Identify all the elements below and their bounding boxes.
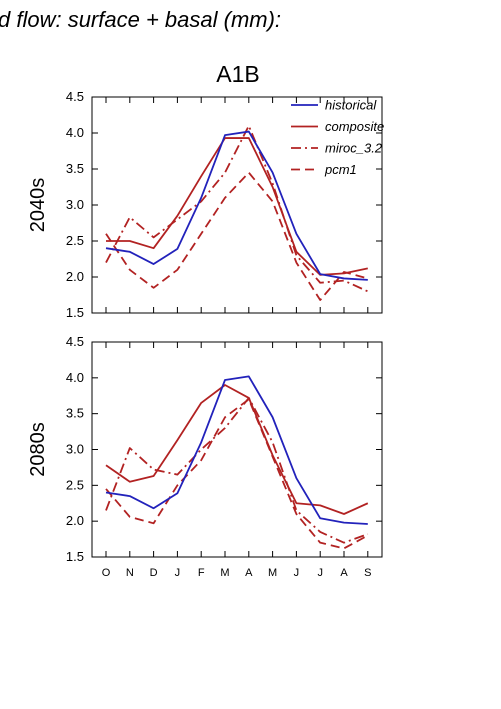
y-axis-title: 2080s xyxy=(27,422,49,477)
y-tick-label: 2.0 xyxy=(66,269,84,284)
x-tick-label: D xyxy=(150,567,158,579)
legend: historical composite miroc_3.2 pcm1 xyxy=(291,98,384,177)
x-tick-label: A xyxy=(245,567,253,579)
x-tick-label: J xyxy=(317,567,323,579)
series-line-miroc-3-2 xyxy=(105,396,369,544)
series-line-miroc-3-2 xyxy=(105,124,369,293)
legend-label: composite xyxy=(325,119,384,134)
x-tick-label: N xyxy=(126,567,134,579)
y-axis-title: 2040s xyxy=(27,178,49,233)
legend-label: miroc_3.2 xyxy=(325,141,383,156)
scenario-title: A1B xyxy=(216,61,259,87)
y-tick-label: 1.5 xyxy=(66,549,84,564)
y-tick-label: 1.5 xyxy=(66,305,84,320)
figure-title: d flow: surface + basal (mm): xyxy=(0,7,281,32)
y-tick-label: 3.5 xyxy=(66,406,84,421)
x-tick-label: M xyxy=(268,567,277,579)
legend-label: pcm1 xyxy=(324,162,357,177)
y-tick-label: 4.5 xyxy=(66,89,84,104)
plot-frame xyxy=(91,341,383,558)
x-tick-label: S xyxy=(364,567,371,579)
y-tick-label: 4.0 xyxy=(66,370,84,385)
x-tick-label: F xyxy=(198,567,205,579)
y-tick-label: 3.0 xyxy=(66,197,84,212)
series-line-historical xyxy=(105,375,368,525)
chart-panel-2040s: 1.5 2.0 2.5 3.0 3.5 4.0 4.5 2040s historical comp… xyxy=(27,89,384,320)
x-tick-label: J xyxy=(294,567,300,579)
y-tick-label: 2.5 xyxy=(66,477,84,492)
x-tick-label: M xyxy=(220,567,229,579)
y-tick-label: 2.5 xyxy=(66,233,84,248)
y-tick-label: 3.5 xyxy=(66,161,84,176)
series-line-pcm1 xyxy=(105,398,369,550)
legend-label: historical xyxy=(325,98,377,113)
x-tick-label: A xyxy=(340,567,348,579)
y-tick-label: 3.0 xyxy=(66,442,84,457)
y-tick-label: 2.0 xyxy=(66,513,84,528)
chart-panel-2080s: 1.5 2.0 2.5 3.0 3.5 4.0 4.5 O N D J F M A M J J A S 2080s xyxy=(27,334,383,579)
y-tick-label: 4.0 xyxy=(66,125,84,140)
y-tick-label: 4.5 xyxy=(66,334,84,349)
x-tick-label: J xyxy=(175,567,181,579)
series-line-composite xyxy=(105,384,369,515)
series-line-composite xyxy=(106,137,368,276)
series-line-historical xyxy=(105,130,368,281)
series-line-pcm1 xyxy=(105,171,369,301)
x-tick-label: O xyxy=(102,567,111,579)
